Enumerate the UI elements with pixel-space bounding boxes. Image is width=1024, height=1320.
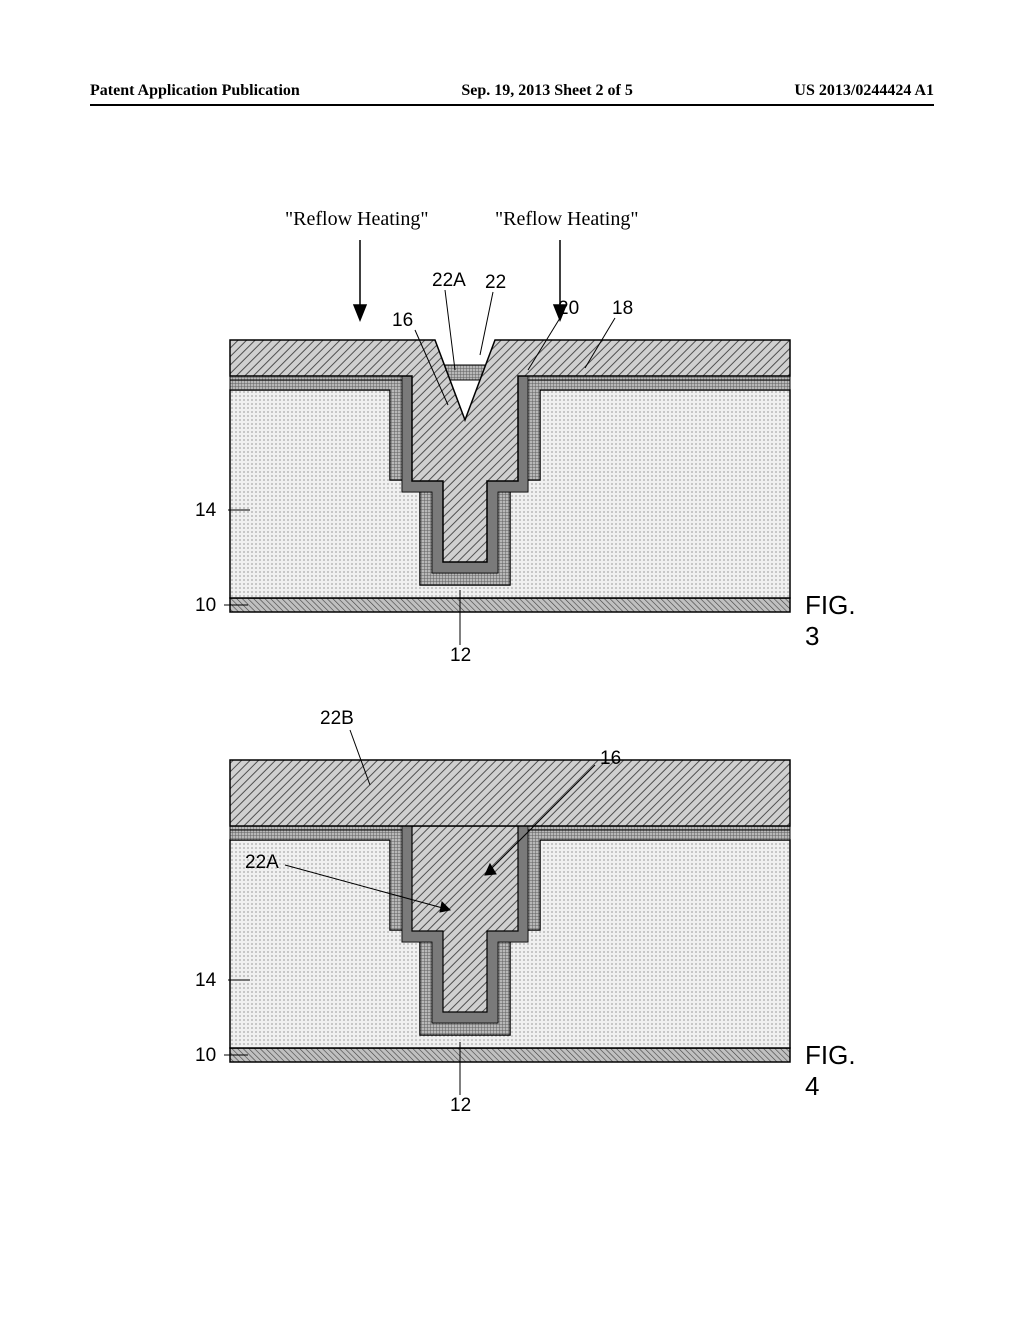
callout-22A: 22A <box>432 270 466 292</box>
callout-12: 12 <box>450 645 471 667</box>
callout-12: 12 <box>450 1095 471 1117</box>
figure-3: "Reflow Heating" "Reflow Heating" 22A 22… <box>150 190 870 670</box>
callout-22A: 22A <box>245 852 279 874</box>
layer-10 <box>230 1048 790 1062</box>
header-center: Sep. 19, 2013 Sheet 2 of 5 <box>461 82 633 100</box>
layer-10 <box>230 598 790 612</box>
figure-4: 22B 22A 16 14 10 12 FIG. 4 <box>150 690 870 1120</box>
callout-22B: 22B <box>320 708 354 730</box>
layer-22B <box>230 760 790 826</box>
page-header: Patent Application Publication Sep. 19, … <box>90 82 934 100</box>
header-right: US 2013/0244424 A1 <box>794 82 934 100</box>
header-left: Patent Application Publication <box>90 82 300 100</box>
callout-16: 16 <box>392 310 413 332</box>
fig3-label: FIG. 3 <box>805 590 870 652</box>
reflow-right: "Reflow Heating" <box>495 208 639 231</box>
callout-10: 10 <box>195 595 216 617</box>
callout-22: 22 <box>485 272 506 294</box>
callout-16: 16 <box>600 748 621 770</box>
fig4-label: FIG. 4 <box>805 1040 870 1102</box>
callout-20: 20 <box>558 298 579 320</box>
header-rule <box>90 104 934 106</box>
figure-4-svg <box>150 690 870 1120</box>
figure-3-svg <box>150 190 870 670</box>
callout-14: 14 <box>195 970 216 992</box>
callout-10: 10 <box>195 1045 216 1067</box>
callout-14: 14 <box>195 500 216 522</box>
callout-18: 18 <box>612 298 633 320</box>
reflow-left: "Reflow Heating" <box>285 208 429 231</box>
